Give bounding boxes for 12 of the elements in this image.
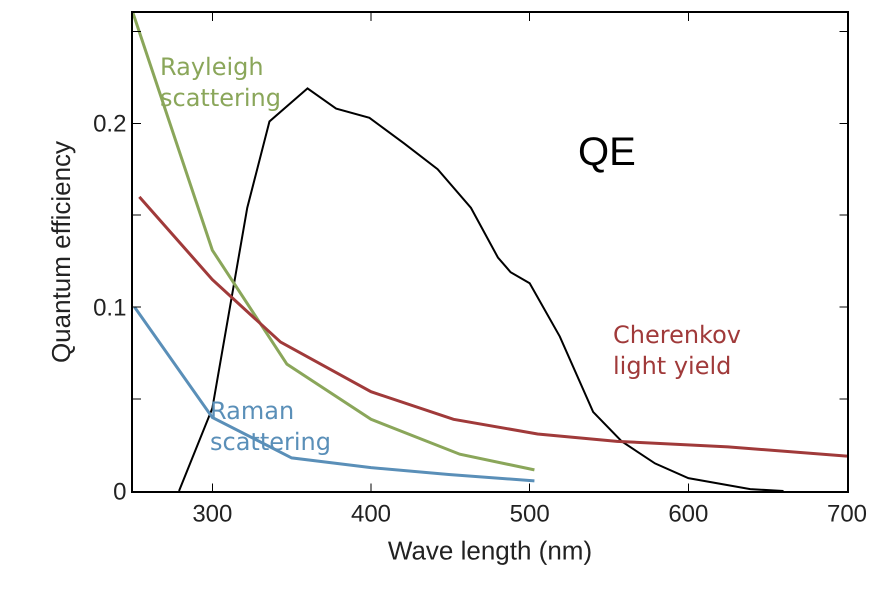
x-axis-title: Wave length (nm) (388, 536, 592, 566)
text: QE (578, 130, 636, 174)
text: Cherenkov light yield (613, 321, 741, 380)
y-tick-label: 0.1 (93, 294, 126, 322)
y-axis-title: Quantum efficiency (46, 140, 76, 364)
y-tick-label: 0.2 (93, 110, 126, 138)
x-tick-label: 300 (192, 500, 232, 528)
y-tick-label: 0 (113, 478, 126, 506)
x-tick-label: 400 (350, 500, 392, 528)
x-tick-label: 600 (668, 500, 708, 528)
x-tick-label: 500 (510, 500, 550, 528)
x-tick-label: 700 (826, 500, 868, 528)
